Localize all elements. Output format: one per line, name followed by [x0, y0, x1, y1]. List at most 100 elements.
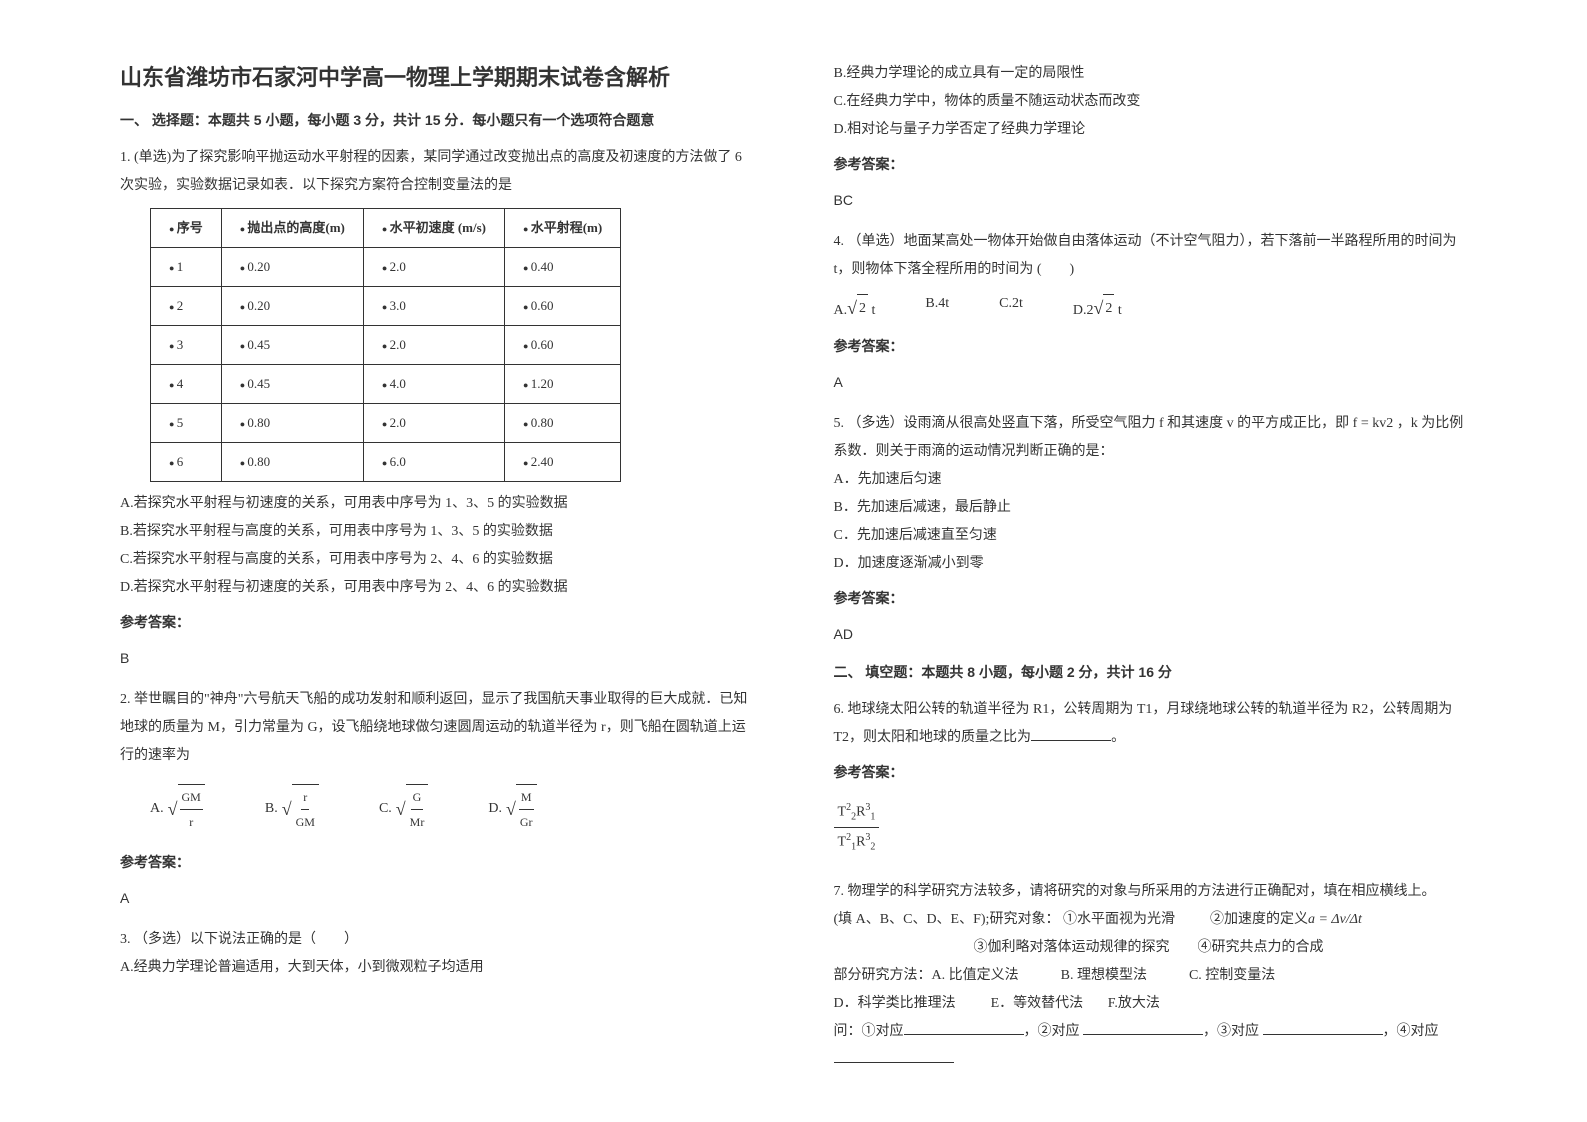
q5-optB: B．先加速后减速，最后静止 [834, 494, 1468, 522]
q2-optB: B. √rGM [265, 784, 319, 834]
a1: ①对应 [862, 1024, 904, 1039]
q1-optD: D.若探究水平射程与初速度的关系，可用表中序号为 2、4、6 的实验数据 [120, 574, 754, 602]
q4-options: A.√2 t B.4t C.2t D.2√2 t [834, 290, 1468, 326]
q6-pre: 6. 地球绕太阳公转的轨道半径为 R1，公转周期为 T1，月球绕地球公转的轨道半… [834, 702, 1453, 745]
q2-labelD: D. [488, 795, 502, 823]
l1b: ②加速度的定义 [1210, 912, 1308, 927]
fd: Gr [518, 810, 535, 834]
fn: G [411, 785, 424, 810]
q4-answer: A [834, 368, 1468, 396]
q4-optA: A.√2 t [834, 290, 876, 326]
mD: D．科学类比推理法 [834, 996, 956, 1011]
blank2 [1083, 1021, 1203, 1035]
section2-heading: 二、 填空题：本题共 8 小题，每小题 2 分，共计 16 分 [834, 662, 1468, 682]
td: 2.0 [363, 404, 504, 443]
question-5: 5. （多选）设雨滴从很高处竖直下落，所受空气阻力 f 和其速度 v 的平方成正… [834, 410, 1468, 648]
q2-answer: A [120, 884, 754, 912]
oa-pre: A. [834, 303, 848, 318]
ml: 部分研究方法： [834, 968, 932, 983]
q1-optB: B.若探究水平射程与高度的关系，可用表中序号为 1、3、5 的实验数据 [120, 518, 754, 546]
q1-answer: B [120, 644, 754, 672]
td: 2 [151, 287, 222, 326]
q6-post: 。 [1111, 730, 1125, 745]
q2-labelB: B. [265, 795, 278, 823]
td: 5 [151, 404, 222, 443]
td: 2.0 [363, 326, 504, 365]
q7-methods2: D．科学类比推理法 E．等效替代法 F.放大法 [834, 990, 1468, 1018]
q4-optC: C.2t [999, 290, 1023, 326]
page-title: 山东省潍坊市石家河中学高一物理上学期期末试卷含解析 [120, 60, 754, 92]
section1-heading: 一、 选择题：本题共 5 小题，每小题 3 分，共计 15 分．每小题只有一个选… [120, 110, 754, 130]
mF: F.放大法 [1108, 996, 1160, 1011]
q4-text: 4. （单选）地面某高处一物体开始做自由落体运动（不计空气阻力），若下落前一半路… [834, 228, 1468, 284]
question-3-part2: B.经典力学理论的成立具有一定的局限性 C.在经典力学中，物体的质量不随运动状态… [834, 60, 1468, 214]
td: 2.0 [363, 248, 504, 287]
q2-labelC: C. [379, 795, 392, 823]
q3-answer-label: 参考答案： [834, 150, 1468, 178]
td: 0.20 [221, 248, 363, 287]
q5-optA: A．先加速后匀速 [834, 466, 1468, 494]
q1-options: A.若探究水平射程与初速度的关系，可用表中序号为 1、3、5 的实验数据 B.若… [120, 490, 754, 602]
th-1: 抛出点的高度(m) [221, 209, 363, 248]
q5-text: 5. （多选）设雨滴从很高处竖直下落，所受空气阻力 f 和其速度 v 的平方成正… [834, 410, 1468, 466]
q4-answer-label: 参考答案： [834, 332, 1468, 360]
mB: B. 理想模型法 [1061, 968, 1147, 983]
td: 0.80 [221, 404, 363, 443]
td: 1 [151, 248, 222, 287]
td: 4 [151, 365, 222, 404]
td: 0.20 [221, 287, 363, 326]
mC: C. 控制变量法 [1189, 968, 1275, 983]
q7-methods1: 部分研究方法：A. 比值定义法 B. 理想模型法 C. 控制变量法 [834, 962, 1468, 990]
question-2: 2. 举世瞩目的"神舟"六号航天飞船的成功发射和顺利返回，显示了我国航天事业取得… [120, 686, 754, 912]
question-3-part1: 3. （多选）以下说法正确的是（ ） A.经典力学理论普遍适用，大到天体，小到微… [120, 926, 754, 982]
td: 0.60 [505, 326, 621, 365]
q2-options: A. √GMr B. √rGM C. √GMr D. √MGr [150, 784, 754, 834]
q1-answer-label: 参考答案： [120, 608, 754, 636]
q5-optC: C．先加速后减速直至匀速 [834, 522, 1468, 550]
q6-answer-label: 参考答案： [834, 758, 1468, 786]
q2-optC: C. √GMr [379, 784, 428, 834]
r2: R [856, 835, 865, 850]
td: 2.40 [505, 443, 621, 482]
blank4 [834, 1049, 954, 1063]
blank [1031, 727, 1111, 741]
td: 3 [151, 326, 222, 365]
q3-text: 3. （多选）以下说法正确的是（ ） [120, 926, 754, 954]
r: R [856, 805, 865, 820]
td: 0.80 [221, 443, 363, 482]
td: 6 [151, 443, 222, 482]
q1-text: 1. (单选)为了探究影响平抛运动水平射程的因素，某同学通过改变抛出点的高度及初… [120, 144, 754, 200]
td: 0.45 [221, 365, 363, 404]
th-0: 序号 [151, 209, 222, 248]
accel: a = Δv/Δt [1308, 912, 1362, 927]
fn: r [301, 785, 309, 810]
q2-optD: D. √MGr [488, 784, 536, 834]
q3-answer: BC [834, 186, 1468, 214]
td: 0.80 [505, 404, 621, 443]
oa-post: t [868, 303, 875, 318]
q7-text: 7. 物理学的科学研究方法较多，请将研究的对象与所采用的方法进行正确配对，填在相… [834, 878, 1468, 906]
a4: ，④对应 [1383, 1024, 1439, 1039]
q2-optA: A. √GMr [150, 784, 205, 834]
sqrt2: 2 [857, 294, 868, 323]
q3-optA: A.经典力学理论普遍适用，大到天体，小到微观粒子均适用 [120, 954, 754, 982]
fd: Mr [408, 810, 427, 834]
q2-labelA: A. [150, 795, 164, 823]
td: 6.0 [363, 443, 504, 482]
td: 0.60 [505, 287, 621, 326]
fd: r [187, 810, 195, 834]
th-2: 水平初速度 (m/s) [363, 209, 504, 248]
q1-optA: A.若探究水平射程与初速度的关系，可用表中序号为 1、3、5 的实验数据 [120, 490, 754, 518]
q2-answer-label: 参考答案： [120, 848, 754, 876]
q1-optC: C.若探究水平射程与高度的关系，可用表中序号为 2、4、6 的实验数据 [120, 546, 754, 574]
od-post: t [1114, 303, 1121, 318]
q1-table: 序号 抛出点的高度(m) 水平初速度 (m/s) 水平射程(m) 10.202.… [150, 208, 621, 482]
th-3: 水平射程(m) [505, 209, 621, 248]
question-6: 6. 地球绕太阳公转的轨道半径为 R1，公转周期为 T1，月球绕地球公转的轨道半… [834, 696, 1468, 872]
td: 0.40 [505, 248, 621, 287]
q3-optC: C.在经典力学中，物体的质量不随运动状态而改变 [834, 88, 1468, 116]
td: 1.20 [505, 365, 621, 404]
od-pre: D.2 [1073, 303, 1094, 318]
a2: ，②对应 [1024, 1024, 1084, 1039]
l1a: (填 A、B、C、D、E、F);研究对象： ①水平面视为光滑 [834, 912, 1175, 927]
